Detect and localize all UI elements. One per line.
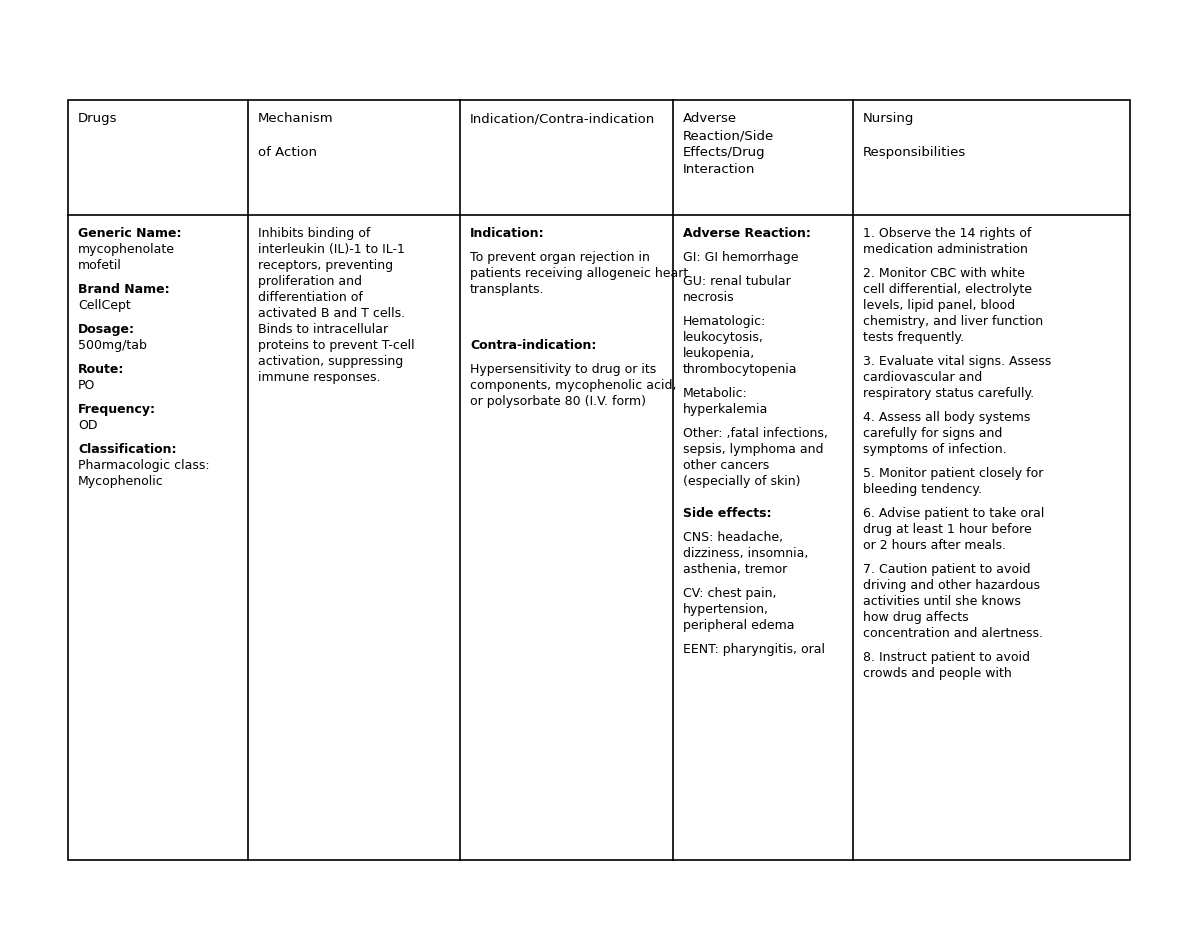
- Text: Classification:: Classification:: [78, 443, 176, 456]
- Text: chemistry, and liver function: chemistry, and liver function: [863, 315, 1043, 328]
- Text: Responsibilities: Responsibilities: [863, 146, 966, 159]
- Text: hyperkalemia: hyperkalemia: [683, 403, 768, 416]
- Text: Adverse: Adverse: [683, 112, 737, 125]
- Text: GI: GI hemorrhage: GI: GI hemorrhage: [683, 251, 798, 264]
- Text: thrombocytopenia: thrombocytopenia: [683, 363, 798, 376]
- Text: leukopenia,: leukopenia,: [683, 347, 755, 360]
- Text: peripheral edema: peripheral edema: [683, 619, 794, 632]
- Text: concentration and alertness.: concentration and alertness.: [863, 627, 1043, 640]
- Text: Frequency:: Frequency:: [78, 403, 156, 416]
- Text: 8. Instruct patient to avoid: 8. Instruct patient to avoid: [863, 651, 1030, 664]
- Text: tests frequently.: tests frequently.: [863, 331, 964, 344]
- Text: crowds and people with: crowds and people with: [863, 667, 1012, 680]
- Text: proliferation and: proliferation and: [258, 275, 362, 288]
- Text: activation, suppressing: activation, suppressing: [258, 355, 403, 368]
- Text: other cancers: other cancers: [683, 459, 769, 472]
- Text: driving and other hazardous: driving and other hazardous: [863, 579, 1040, 592]
- Text: leukocytosis,: leukocytosis,: [683, 331, 764, 344]
- Text: Indication:: Indication:: [470, 227, 545, 240]
- Text: GU: renal tubular: GU: renal tubular: [683, 275, 791, 288]
- Text: Metabolic:: Metabolic:: [683, 387, 748, 400]
- Text: respiratory status carefully.: respiratory status carefully.: [863, 387, 1034, 400]
- Text: 4. Assess all body systems: 4. Assess all body systems: [863, 411, 1031, 424]
- Text: Mycophenolic: Mycophenolic: [78, 475, 163, 488]
- Text: components, mycophenolic acid,: components, mycophenolic acid,: [470, 379, 677, 392]
- Text: Contra-indication:: Contra-indication:: [470, 339, 596, 352]
- Text: Generic Name:: Generic Name:: [78, 227, 181, 240]
- Text: symptoms of infection.: symptoms of infection.: [863, 443, 1007, 456]
- Text: Effects/Drug: Effects/Drug: [683, 146, 766, 159]
- Text: 7. Caution patient to avoid: 7. Caution patient to avoid: [863, 563, 1031, 576]
- Text: Dosage:: Dosage:: [78, 323, 134, 336]
- Text: sepsis, lymphoma and: sepsis, lymphoma and: [683, 443, 823, 456]
- Text: Other: ,fatal infections,: Other: ,fatal infections,: [683, 427, 828, 440]
- Text: how drug affects: how drug affects: [863, 611, 968, 624]
- Text: transplants.: transplants.: [470, 283, 545, 296]
- Text: CV: chest pain,: CV: chest pain,: [683, 587, 776, 600]
- Text: medication administration: medication administration: [863, 243, 1028, 256]
- Text: drug at least 1 hour before: drug at least 1 hour before: [863, 523, 1032, 536]
- Text: or 2 hours after meals.: or 2 hours after meals.: [863, 539, 1006, 552]
- Text: Indication/Contra-indication: Indication/Contra-indication: [470, 112, 655, 125]
- Text: 3. Evaluate vital signs. Assess: 3. Evaluate vital signs. Assess: [863, 355, 1051, 368]
- Text: (especially of skin): (especially of skin): [683, 475, 800, 488]
- Text: mofetil: mofetil: [78, 259, 122, 272]
- Text: carefully for signs and: carefully for signs and: [863, 427, 1002, 440]
- Text: Side effects:: Side effects:: [683, 507, 772, 520]
- Text: proteins to prevent T-cell: proteins to prevent T-cell: [258, 339, 415, 352]
- Text: Nursing: Nursing: [863, 112, 914, 125]
- Text: receptors, preventing: receptors, preventing: [258, 259, 394, 272]
- Text: Inhibits binding of: Inhibits binding of: [258, 227, 371, 240]
- Text: Reaction/Side: Reaction/Side: [683, 129, 774, 142]
- Text: mycophenolate: mycophenolate: [78, 243, 175, 256]
- Text: 2. Monitor CBC with white: 2. Monitor CBC with white: [863, 267, 1025, 280]
- Text: bleeding tendency.: bleeding tendency.: [863, 483, 982, 496]
- Text: Interaction: Interaction: [683, 163, 755, 176]
- Text: cardiovascular and: cardiovascular and: [863, 371, 983, 384]
- Text: Adverse Reaction:: Adverse Reaction:: [683, 227, 811, 240]
- Text: CellCept: CellCept: [78, 299, 131, 312]
- Text: 500mg/tab: 500mg/tab: [78, 339, 146, 352]
- Text: Hypersensitivity to drug or its: Hypersensitivity to drug or its: [470, 363, 656, 376]
- Text: differentiation of: differentiation of: [258, 291, 362, 304]
- Text: Drugs: Drugs: [78, 112, 118, 125]
- Text: asthenia, tremor: asthenia, tremor: [683, 563, 787, 576]
- Text: patients receiving allogeneic heart: patients receiving allogeneic heart: [470, 267, 689, 280]
- Text: EENT: pharyngitis, oral: EENT: pharyngitis, oral: [683, 643, 826, 656]
- Text: Brand Name:: Brand Name:: [78, 283, 169, 296]
- Text: 5. Monitor patient closely for: 5. Monitor patient closely for: [863, 467, 1043, 480]
- Text: immune responses.: immune responses.: [258, 371, 380, 384]
- Bar: [68, 100, 1130, 860]
- Text: cell differential, electrolyte: cell differential, electrolyte: [863, 283, 1032, 296]
- Text: OD: OD: [78, 419, 97, 432]
- Text: PO: PO: [78, 379, 95, 392]
- Text: Mechanism: Mechanism: [258, 112, 334, 125]
- Text: levels, lipid panel, blood: levels, lipid panel, blood: [863, 299, 1015, 312]
- Text: Route:: Route:: [78, 363, 125, 376]
- Text: Binds to intracellular: Binds to intracellular: [258, 323, 388, 336]
- Text: Pharmacologic class:: Pharmacologic class:: [78, 459, 210, 472]
- Text: necrosis: necrosis: [683, 291, 734, 304]
- Text: To prevent organ rejection in: To prevent organ rejection in: [470, 251, 650, 264]
- Text: hypertension,: hypertension,: [683, 603, 769, 616]
- Text: or polysorbate 80 (I.V. form): or polysorbate 80 (I.V. form): [470, 395, 646, 408]
- Text: of Action: of Action: [258, 146, 317, 159]
- Text: activities until she knows: activities until she knows: [863, 595, 1021, 608]
- Text: CNS: headache,: CNS: headache,: [683, 531, 784, 544]
- Text: 1. Observe the 14 rights of: 1. Observe the 14 rights of: [863, 227, 1031, 240]
- Text: dizziness, insomnia,: dizziness, insomnia,: [683, 547, 809, 560]
- Text: interleukin (IL)-1 to IL-1: interleukin (IL)-1 to IL-1: [258, 243, 404, 256]
- Text: Hematologic:: Hematologic:: [683, 315, 767, 328]
- Text: 6. Advise patient to take oral: 6. Advise patient to take oral: [863, 507, 1044, 520]
- Text: activated B and T cells.: activated B and T cells.: [258, 307, 406, 320]
